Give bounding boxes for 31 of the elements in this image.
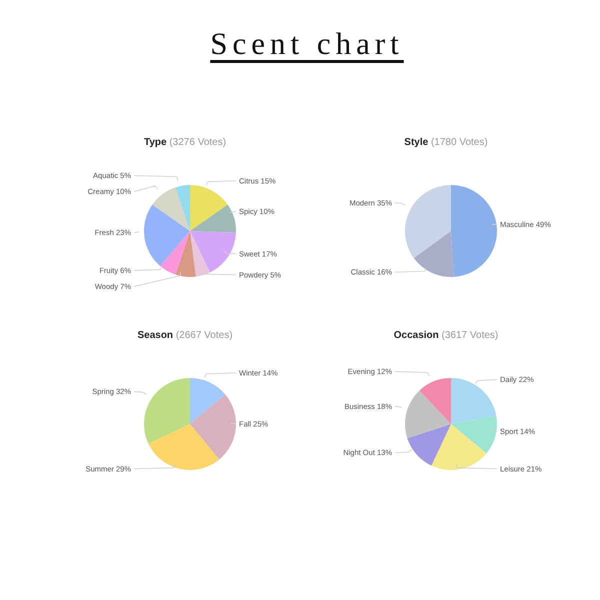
chart-title: Type bbox=[144, 137, 167, 148]
pie-slice bbox=[144, 204, 190, 266]
pie-slice bbox=[160, 231, 190, 275]
pie-slice bbox=[190, 231, 210, 277]
pie-slice bbox=[407, 424, 451, 466]
pie-slice bbox=[405, 390, 451, 438]
pie-slice bbox=[148, 424, 220, 470]
chart-subtitle: (1780 Votes) bbox=[430, 137, 488, 148]
pie-slice bbox=[451, 378, 496, 424]
pie-slice bbox=[144, 378, 190, 444]
chart-subtitle: (3617 Votes) bbox=[440, 330, 498, 341]
text: Scent chart bbox=[210, 26, 404, 61]
pie-slice bbox=[152, 187, 190, 231]
pie-slice bbox=[414, 231, 454, 277]
pie-slice bbox=[190, 185, 228, 231]
pie-slice bbox=[451, 415, 497, 454]
chart-subtitle: (2667 Votes) bbox=[174, 330, 233, 341]
pie-slice bbox=[190, 378, 226, 424]
pie-slice bbox=[190, 394, 236, 460]
pie-slice bbox=[420, 378, 451, 424]
chart-title: Style bbox=[404, 137, 428, 148]
chart-title: Season bbox=[137, 330, 174, 341]
pie-slice bbox=[190, 231, 236, 272]
pie-slice bbox=[405, 185, 451, 258]
pie-slice bbox=[176, 231, 196, 277]
pie-slice bbox=[190, 204, 236, 232]
pie-slice bbox=[176, 185, 190, 231]
pie-slice bbox=[431, 424, 486, 470]
pie-slice bbox=[451, 185, 497, 277]
chart-subtitle: (3276 Votes) bbox=[168, 137, 226, 148]
chart-title: Occasion bbox=[394, 330, 439, 341]
